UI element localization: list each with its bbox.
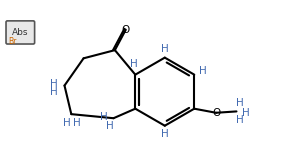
Text: H: H <box>161 44 169 54</box>
Text: H: H <box>106 121 113 131</box>
Text: H: H <box>242 108 250 118</box>
Text: H: H <box>199 66 207 75</box>
Text: H: H <box>236 98 244 108</box>
Text: H: H <box>50 79 58 89</box>
Text: H: H <box>100 112 108 122</box>
Text: Br: Br <box>8 37 17 46</box>
Text: H: H <box>236 115 244 125</box>
FancyBboxPatch shape <box>6 21 35 44</box>
Text: H: H <box>161 129 169 139</box>
Text: H: H <box>63 118 71 128</box>
Text: H: H <box>73 118 81 128</box>
Text: Abs: Abs <box>12 28 29 37</box>
Text: H: H <box>130 59 138 69</box>
Text: O: O <box>122 25 130 35</box>
Text: H: H <box>50 87 58 97</box>
Text: O: O <box>212 108 220 118</box>
